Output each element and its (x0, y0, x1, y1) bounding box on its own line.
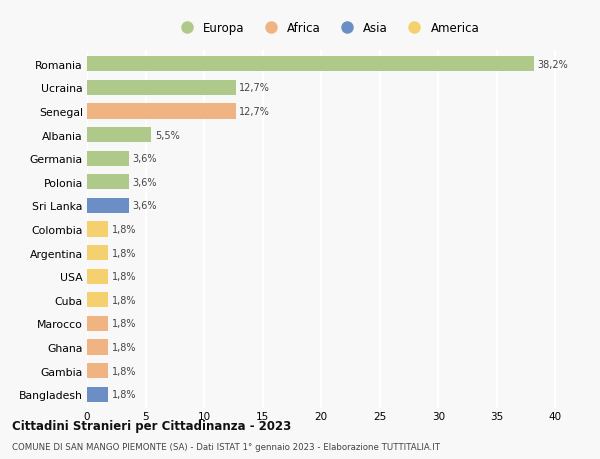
Text: 1,8%: 1,8% (112, 272, 136, 282)
Bar (87, 316, 108, 331)
Bar (87, 151, 129, 167)
Bar (87, 198, 129, 213)
Bar (87, 269, 108, 284)
Text: 3,6%: 3,6% (133, 154, 157, 164)
Text: 38,2%: 38,2% (538, 60, 568, 70)
Bar (87, 57, 534, 72)
Text: 5,5%: 5,5% (155, 130, 179, 140)
Bar (87, 222, 108, 237)
Bar (87, 246, 108, 261)
Bar (87, 104, 236, 119)
Bar (87, 292, 108, 308)
Text: 12,7%: 12,7% (239, 83, 270, 93)
Text: 1,8%: 1,8% (112, 389, 136, 399)
Bar (87, 128, 151, 143)
Text: 1,8%: 1,8% (112, 319, 136, 329)
Text: COMUNE DI SAN MANGO PIEMONTE (SA) - Dati ISTAT 1° gennaio 2023 - Elaborazione TU: COMUNE DI SAN MANGO PIEMONTE (SA) - Dati… (12, 442, 440, 451)
Text: 1,8%: 1,8% (112, 248, 136, 258)
Bar (87, 175, 129, 190)
Text: 1,8%: 1,8% (112, 295, 136, 305)
Text: 1,8%: 1,8% (112, 366, 136, 376)
Text: 3,6%: 3,6% (133, 201, 157, 211)
Bar (87, 363, 108, 379)
Text: 1,8%: 1,8% (112, 342, 136, 352)
Legend: Europa, Africa, Asia, America: Europa, Africa, Asia, America (172, 20, 482, 38)
Text: 12,7%: 12,7% (239, 107, 270, 117)
Text: 3,6%: 3,6% (133, 177, 157, 187)
Bar (87, 80, 236, 96)
Text: Cittadini Stranieri per Cittadinanza - 2023: Cittadini Stranieri per Cittadinanza - 2… (12, 419, 291, 432)
Text: 1,8%: 1,8% (112, 224, 136, 235)
Bar (87, 340, 108, 355)
Bar (87, 387, 108, 402)
